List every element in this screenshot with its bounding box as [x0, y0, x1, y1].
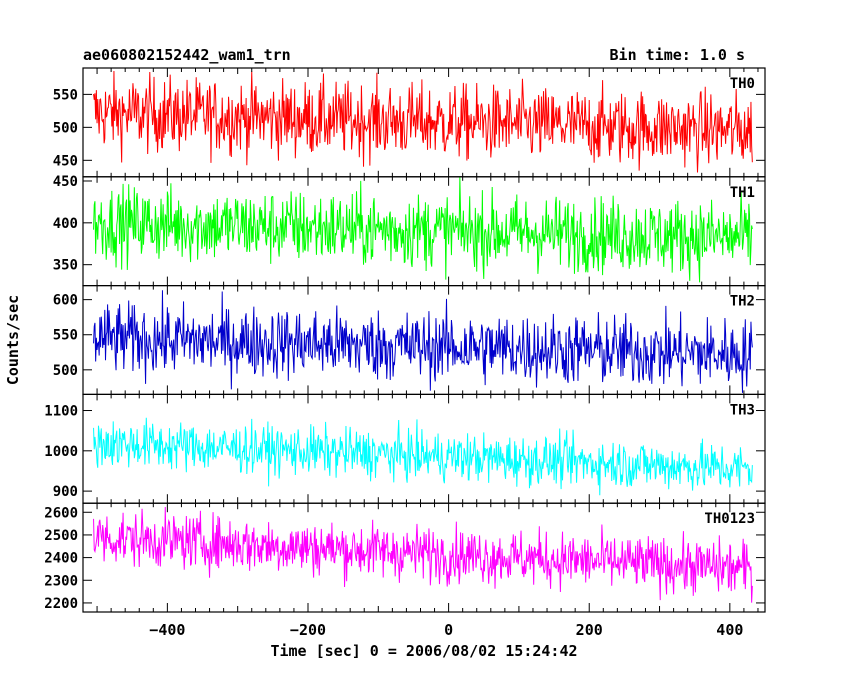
y-tick-label: 2400: [44, 551, 78, 567]
y-tick-label: 900: [53, 484, 78, 500]
y-tick-label: 2300: [44, 573, 78, 589]
y-tick-label: 450: [53, 174, 78, 190]
y-axis-label: Counts/sec: [4, 295, 22, 385]
y-tick-label: 550: [53, 87, 78, 103]
series-line-th0: [93, 70, 753, 173]
series-line-th3: [93, 417, 753, 496]
y-tick-label: 500: [53, 120, 78, 136]
bin-time-label: Bin time: 1.0 s: [610, 46, 745, 64]
x-tick-label: 0: [444, 621, 453, 639]
x-tick-label: −200: [290, 621, 326, 639]
panels-group: 450 500 550 TH0 350 400 450 TH1 500 550 600 TH2 900 1…: [44, 67, 766, 639]
x-tick-label: 200: [576, 621, 603, 639]
y-tick-label: 450: [53, 153, 78, 169]
y-tick-label: 350: [53, 258, 78, 274]
series-line-th1: [93, 177, 753, 283]
panel-label-th0123: TH0123: [704, 511, 755, 527]
series-line-th0123: [93, 506, 753, 603]
x-tick-label: 400: [716, 621, 743, 639]
panel-label-th2: TH2: [730, 294, 755, 310]
y-tick-label: 400: [53, 216, 78, 232]
panel-label-th0: TH0: [730, 76, 755, 92]
y-tick-label: 1100: [44, 404, 78, 420]
y-tick-label: 1000: [44, 444, 78, 460]
y-tick-label: 550: [53, 328, 78, 344]
y-tick-label: 600: [53, 293, 78, 309]
panel-label-th1: TH1: [730, 185, 755, 201]
y-tick-label: 500: [53, 363, 78, 379]
x-tick-label: −400: [149, 621, 185, 639]
series-line-th2: [93, 290, 753, 393]
y-tick-label: 2200: [44, 596, 78, 612]
panel-label-th3: TH3: [730, 402, 755, 418]
y-tick-label: 2500: [44, 528, 78, 544]
x-axis-label: Time [sec] 0 = 2006/08/02 15:24:42: [270, 642, 577, 660]
y-tick-label: 2600: [44, 505, 78, 521]
chart-title: ae060802152442_wam1_trn: [83, 46, 291, 64]
